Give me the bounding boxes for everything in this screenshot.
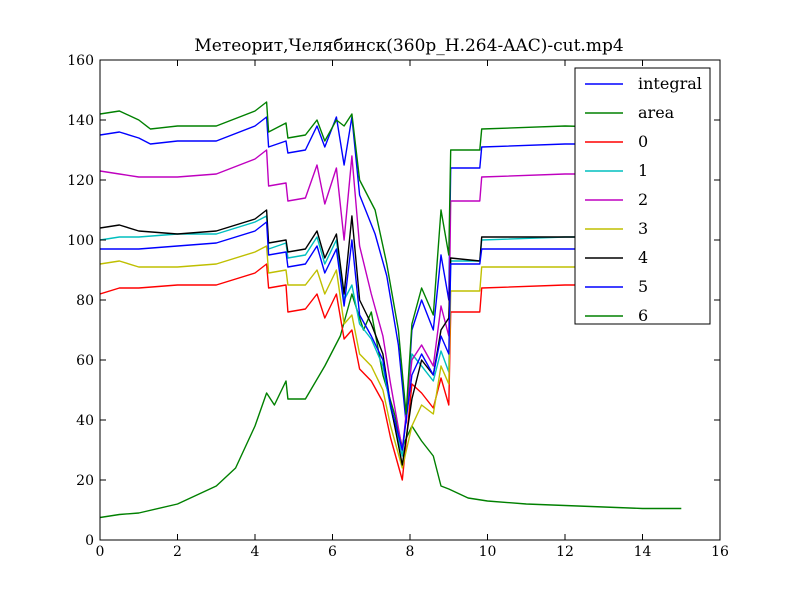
x-tick-label: 6 <box>328 544 337 560</box>
x-tick-label: 12 <box>556 544 574 560</box>
x-tick-label: 4 <box>251 544 260 560</box>
chart-title: Метеорит,Челябинск(360p_H.264-AAC)-cut.m… <box>194 36 623 56</box>
x-tick-label: 16 <box>711 544 729 560</box>
series-line-area <box>100 293 682 519</box>
y-tick-label: 120 <box>67 173 94 189</box>
series-line-5 <box>100 221 682 451</box>
x-tick-label: 0 <box>96 544 105 560</box>
legend-label: integral <box>638 74 702 93</box>
y-tick-label: 80 <box>76 293 94 309</box>
y-tick-label: 160 <box>67 53 94 69</box>
legend-label: 4 <box>638 248 648 267</box>
legend-label: 6 <box>638 306 648 325</box>
legend-label: 0 <box>638 132 648 151</box>
legend-label: 1 <box>638 161 648 180</box>
x-tick-label: 14 <box>634 544 652 560</box>
y-tick-label: 20 <box>76 473 94 489</box>
x-tick-label: 10 <box>479 544 497 560</box>
y-tick-label: 40 <box>76 413 94 429</box>
series-line-3 <box>100 245 682 469</box>
series-line-4 <box>100 209 682 466</box>
series-line-6 <box>100 101 682 415</box>
legend-label: 5 <box>638 277 648 296</box>
series-line-0 <box>100 263 682 481</box>
y-tick-label: 60 <box>76 353 94 369</box>
legend-box <box>574 67 711 325</box>
legend-label: 2 <box>638 190 648 209</box>
series-layer <box>100 101 682 519</box>
x-tick-label: 2 <box>173 544 182 560</box>
y-tick-label: 100 <box>67 233 94 249</box>
y-tick-label: 0 <box>85 533 94 549</box>
y-tick-label: 140 <box>67 113 94 129</box>
legend-label: 3 <box>638 219 648 238</box>
legend: integral area 0 1 2 3 4 5 6 <box>574 67 711 325</box>
x-tick-label: 8 <box>406 544 415 560</box>
legend-label: area <box>638 103 675 122</box>
